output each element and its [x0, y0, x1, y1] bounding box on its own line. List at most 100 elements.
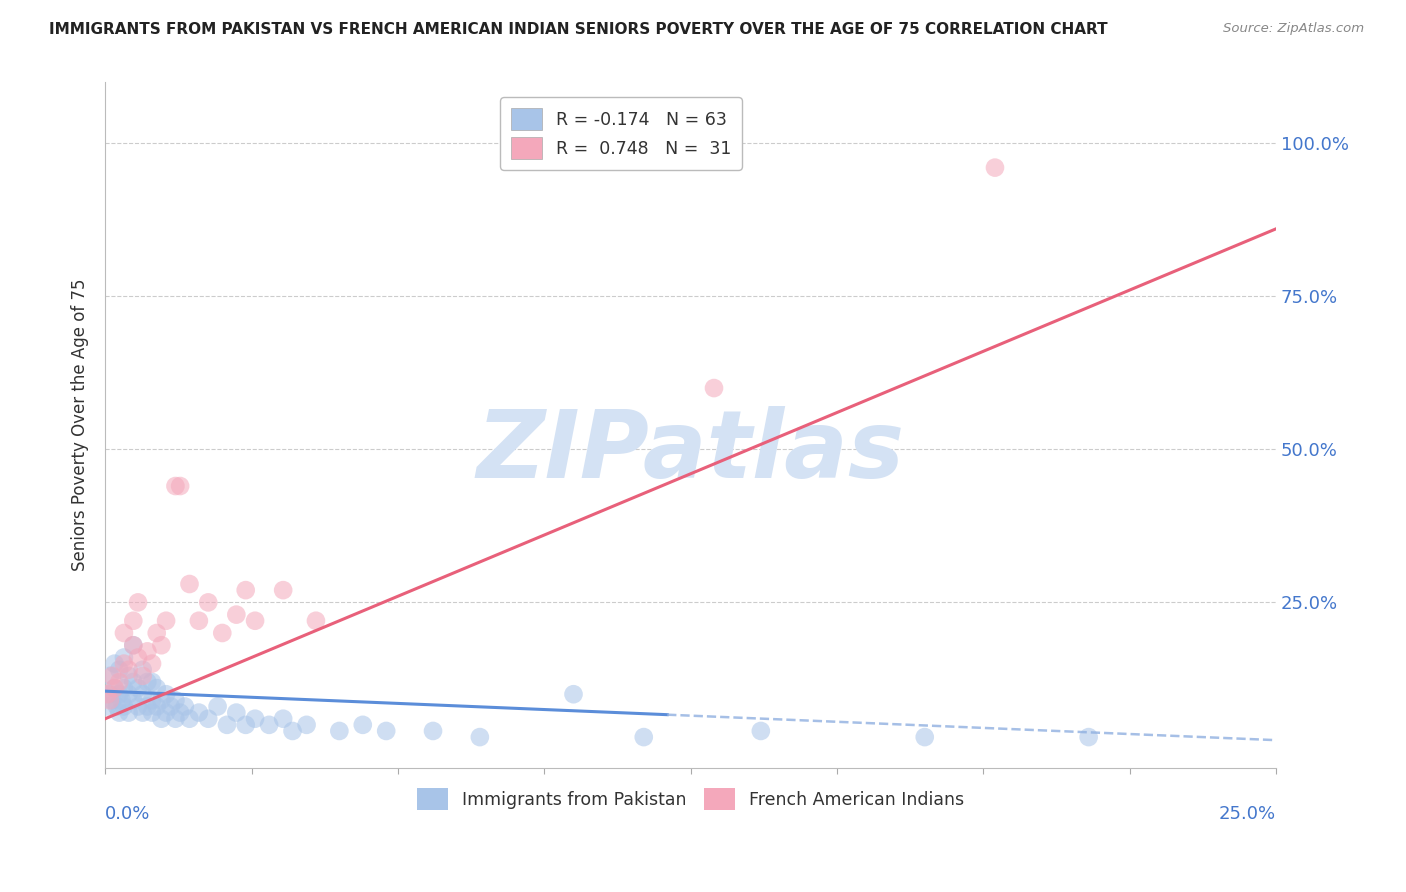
Point	[468, 730, 491, 744]
Point	[211, 626, 233, 640]
Point	[150, 638, 173, 652]
Point	[155, 687, 177, 701]
Point	[984, 161, 1007, 175]
Point	[127, 650, 149, 665]
Point	[101, 669, 124, 683]
Point	[122, 614, 145, 628]
Point	[127, 595, 149, 609]
Point	[159, 699, 181, 714]
Point	[173, 699, 195, 714]
Point	[112, 699, 135, 714]
Point	[305, 614, 328, 628]
Point	[165, 479, 187, 493]
Point	[112, 650, 135, 665]
Point	[141, 693, 163, 707]
Point	[257, 718, 280, 732]
Point	[187, 706, 209, 720]
Point	[145, 626, 167, 640]
Point	[914, 730, 936, 744]
Point	[122, 638, 145, 652]
Point	[112, 657, 135, 671]
Point	[243, 614, 266, 628]
Point	[243, 712, 266, 726]
Point	[103, 681, 125, 695]
Legend: Immigrants from Pakistan, French American Indians: Immigrants from Pakistan, French America…	[411, 781, 972, 817]
Point	[375, 723, 398, 738]
Point	[141, 675, 163, 690]
Point	[150, 693, 173, 707]
Point	[131, 706, 153, 720]
Point	[155, 706, 177, 720]
Point	[352, 718, 374, 732]
Text: 25.0%: 25.0%	[1219, 805, 1277, 823]
Point	[98, 693, 121, 707]
Point	[633, 730, 655, 744]
Point	[131, 687, 153, 701]
Point	[562, 687, 585, 701]
Point	[127, 699, 149, 714]
Text: IMMIGRANTS FROM PAKISTAN VS FRENCH AMERICAN INDIAN SENIORS POVERTY OVER THE AGE : IMMIGRANTS FROM PAKISTAN VS FRENCH AMERI…	[49, 22, 1108, 37]
Point	[108, 663, 131, 677]
Point	[235, 718, 257, 732]
Point	[150, 712, 173, 726]
Point	[749, 723, 772, 738]
Point	[145, 699, 167, 714]
Point	[187, 614, 209, 628]
Point	[295, 718, 318, 732]
Point	[112, 626, 135, 640]
Point	[122, 638, 145, 652]
Point	[103, 681, 125, 695]
Point	[169, 706, 191, 720]
Point	[108, 706, 131, 720]
Point	[112, 681, 135, 695]
Point	[281, 723, 304, 738]
Point	[117, 669, 139, 683]
Point	[169, 479, 191, 493]
Point	[225, 706, 247, 720]
Point	[117, 663, 139, 677]
Point	[197, 712, 219, 726]
Point	[165, 712, 187, 726]
Point	[122, 693, 145, 707]
Point	[179, 577, 201, 591]
Point	[131, 669, 153, 683]
Point	[136, 644, 159, 658]
Point	[101, 693, 124, 707]
Point	[703, 381, 725, 395]
Point	[141, 657, 163, 671]
Point	[110, 693, 132, 707]
Point	[117, 687, 139, 701]
Point	[131, 663, 153, 677]
Point	[207, 699, 229, 714]
Point	[165, 693, 187, 707]
Point	[103, 657, 125, 671]
Point	[117, 706, 139, 720]
Text: Source: ZipAtlas.com: Source: ZipAtlas.com	[1223, 22, 1364, 36]
Point	[105, 699, 128, 714]
Point	[141, 706, 163, 720]
Point	[136, 675, 159, 690]
Point	[271, 712, 294, 726]
Point	[96, 687, 118, 701]
Point	[108, 687, 131, 701]
Point	[235, 583, 257, 598]
Point	[122, 675, 145, 690]
Point	[98, 687, 121, 701]
Y-axis label: Seniors Poverty Over the Age of 75: Seniors Poverty Over the Age of 75	[72, 278, 89, 571]
Point	[179, 712, 201, 726]
Point	[136, 699, 159, 714]
Text: ZIPatlas: ZIPatlas	[477, 406, 904, 499]
Point	[98, 669, 121, 683]
Point	[108, 675, 131, 690]
Point	[422, 723, 444, 738]
Point	[215, 718, 238, 732]
Point	[197, 595, 219, 609]
Point	[155, 614, 177, 628]
Point	[1077, 730, 1099, 744]
Point	[271, 583, 294, 598]
Point	[328, 723, 350, 738]
Point	[225, 607, 247, 622]
Text: 0.0%: 0.0%	[105, 805, 150, 823]
Point	[96, 699, 118, 714]
Point	[127, 681, 149, 695]
